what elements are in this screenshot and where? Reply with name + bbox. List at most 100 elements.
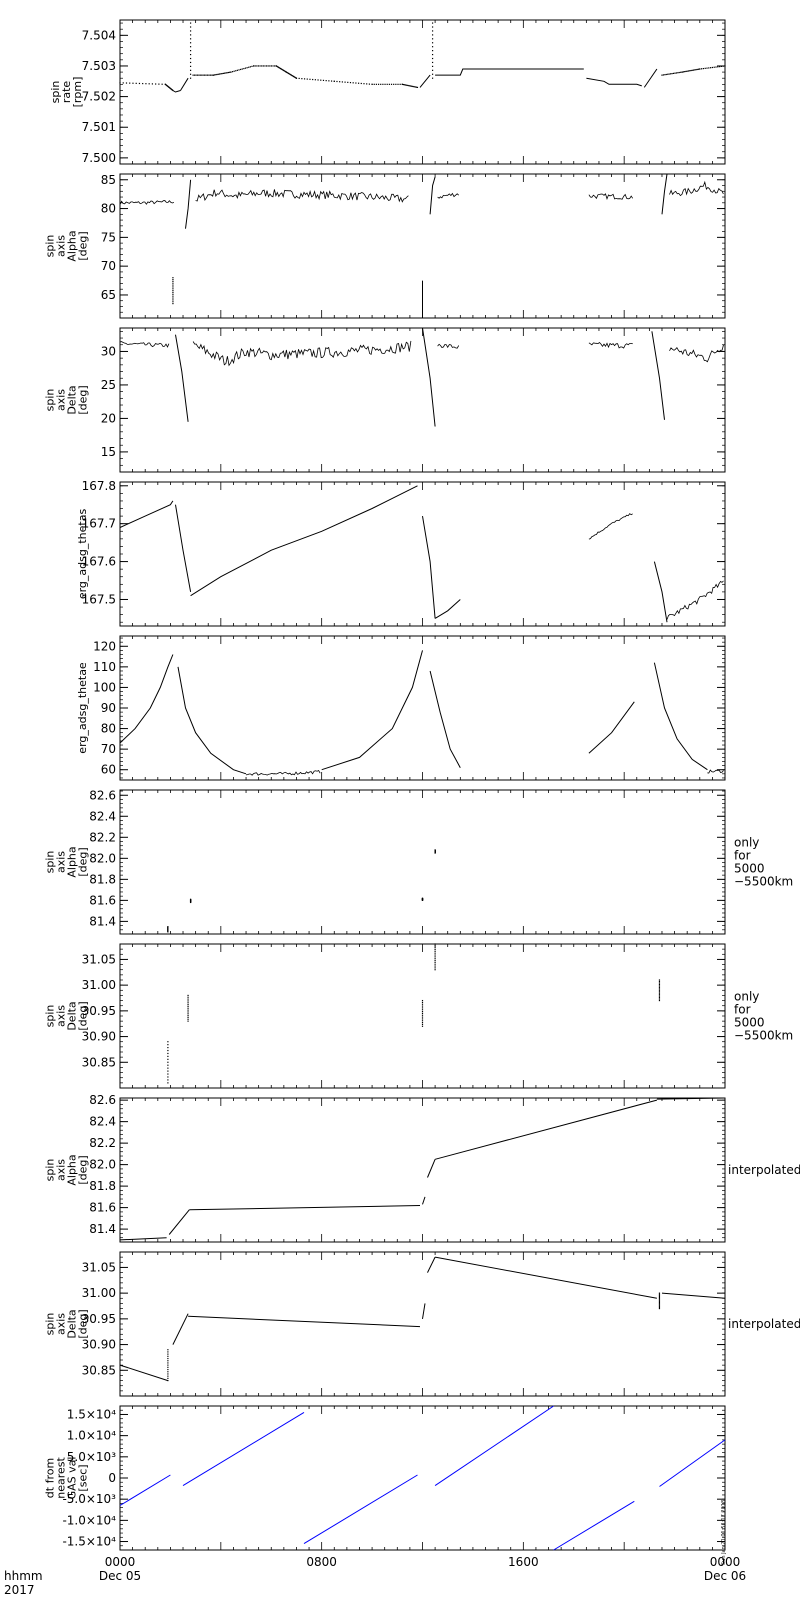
data-point: [403, 84, 406, 86]
data-line: [172, 90, 181, 93]
data-point: [317, 79, 319, 81]
data-dots: [434, 943, 436, 971]
data-line-noisy: [437, 192, 459, 199]
data-point: [384, 83, 386, 85]
data-point: [167, 1073, 169, 1075]
data-point: [658, 985, 661, 987]
data-point: [404, 84, 407, 86]
data-point: [199, 74, 201, 76]
data-line: [119, 1474, 171, 1506]
y-axis: 81.4 81.6 81.8 82.0 82.2 82.4 82.6: [89, 1093, 725, 1243]
y-tick-label: -1.0×10⁴: [62, 1513, 116, 1527]
y-tick-label: 30.90: [82, 1030, 116, 1044]
data-point: [221, 73, 223, 75]
data-point: [289, 73, 291, 75]
y-tick-label: 82.4: [89, 1115, 116, 1129]
data-point: [658, 1300, 661, 1302]
series-spin-axis-delta: [119, 327, 724, 427]
data-point: [253, 65, 255, 67]
data-point: [167, 1364, 169, 1366]
data-point: [713, 66, 715, 68]
data-line: [182, 1411, 305, 1487]
y-axis-label-line: [deg]: [77, 847, 90, 876]
data-point: [257, 65, 260, 67]
year-label: 2017: [4, 1583, 35, 1597]
data-point: [320, 79, 322, 81]
y-axis-label-line: axis: [55, 389, 68, 411]
data-point: [189, 46, 192, 48]
data-point: [172, 280, 174, 282]
panel-erg-adsg-thetas: 167.5 167.6 167.7 167.8 erg_adsg_thetas: [76, 479, 726, 627]
y-axis-label-line: axis: [55, 851, 68, 873]
y-tick-label: 1.0×10⁴: [67, 1429, 116, 1443]
data-point: [431, 61, 434, 64]
y-axis: 15 20 25 30: [101, 330, 725, 473]
data-point: [277, 66, 279, 68]
data-point: [167, 1349, 169, 1351]
data-point: [339, 81, 341, 83]
data-point: [421, 1022, 424, 1024]
data-point: [301, 78, 303, 80]
y-axis-label-line: spin: [44, 1005, 57, 1028]
data-point: [658, 995, 661, 997]
y-axis-label-line: spin: [49, 81, 62, 104]
data-dots: [661, 65, 726, 76]
data-point: [411, 85, 413, 87]
data-line: [119, 500, 174, 528]
y-tick-label: 30.85: [82, 1055, 116, 1069]
data-line-noisy: [119, 200, 175, 205]
data-dots: [119, 82, 174, 92]
data-point: [172, 282, 174, 284]
data-point: [658, 1296, 661, 1299]
y-tick-label: 31.00: [82, 978, 116, 992]
y-axis-label-line: axis: [55, 235, 68, 257]
data-point: [267, 65, 269, 67]
data-point: [187, 1020, 189, 1022]
data-dots: [421, 897, 424, 901]
y-tick-label: 31.05: [82, 952, 116, 966]
x-tick-label-time: 0000: [105, 1555, 136, 1569]
panel-spin-axis-alpha-interpolated: 81.4 81.6 81.8 82.0 82.2 82.4 82.6 spinaxisAlph…: [44, 1093, 800, 1243]
right-annotation-line: 5000: [734, 862, 765, 876]
data-point: [167, 1082, 169, 1084]
data-point: [658, 999, 661, 1002]
data-point: [167, 1052, 169, 1055]
y-tick-label: -1.5×10⁴: [62, 1535, 116, 1549]
data-point: [189, 42, 192, 44]
data-point: [187, 1009, 189, 1011]
data-line: [643, 68, 658, 88]
y-axis-label-line: spin: [44, 1313, 57, 1336]
y-axis-label-line: axis: [55, 1005, 68, 1027]
panel-erg-adsg-thetae: 60 70 80 90 100 110 120 erg_adsg_thetae: [76, 635, 726, 781]
data-line: [429, 670, 461, 768]
y-tick-label: 7.501: [82, 120, 116, 134]
y-tick-label: 30.95: [82, 1004, 116, 1018]
data-point: [167, 1355, 169, 1357]
data-point: [661, 74, 663, 76]
data-point: [341, 81, 343, 83]
y-tick-label: 82.0: [89, 1158, 116, 1172]
data-point: [220, 73, 222, 75]
data-line: [661, 1292, 726, 1299]
data-point: [658, 1294, 661, 1296]
data-point: [709, 67, 712, 69]
data-point: [167, 1360, 169, 1362]
data-point: [704, 67, 706, 69]
data-point: [172, 301, 174, 303]
data-point: [694, 69, 696, 71]
data-point: [691, 69, 693, 71]
data-point: [706, 67, 708, 69]
data-point: [406, 84, 408, 86]
data-point: [187, 1005, 189, 1008]
data-point: [261, 65, 263, 67]
data-point: [167, 1064, 169, 1066]
data-point: [421, 1025, 424, 1027]
data-point: [167, 1366, 169, 1368]
data-point: [189, 26, 192, 28]
data-point: [189, 69, 192, 71]
data-point: [325, 80, 327, 82]
data-point: [421, 897, 424, 899]
